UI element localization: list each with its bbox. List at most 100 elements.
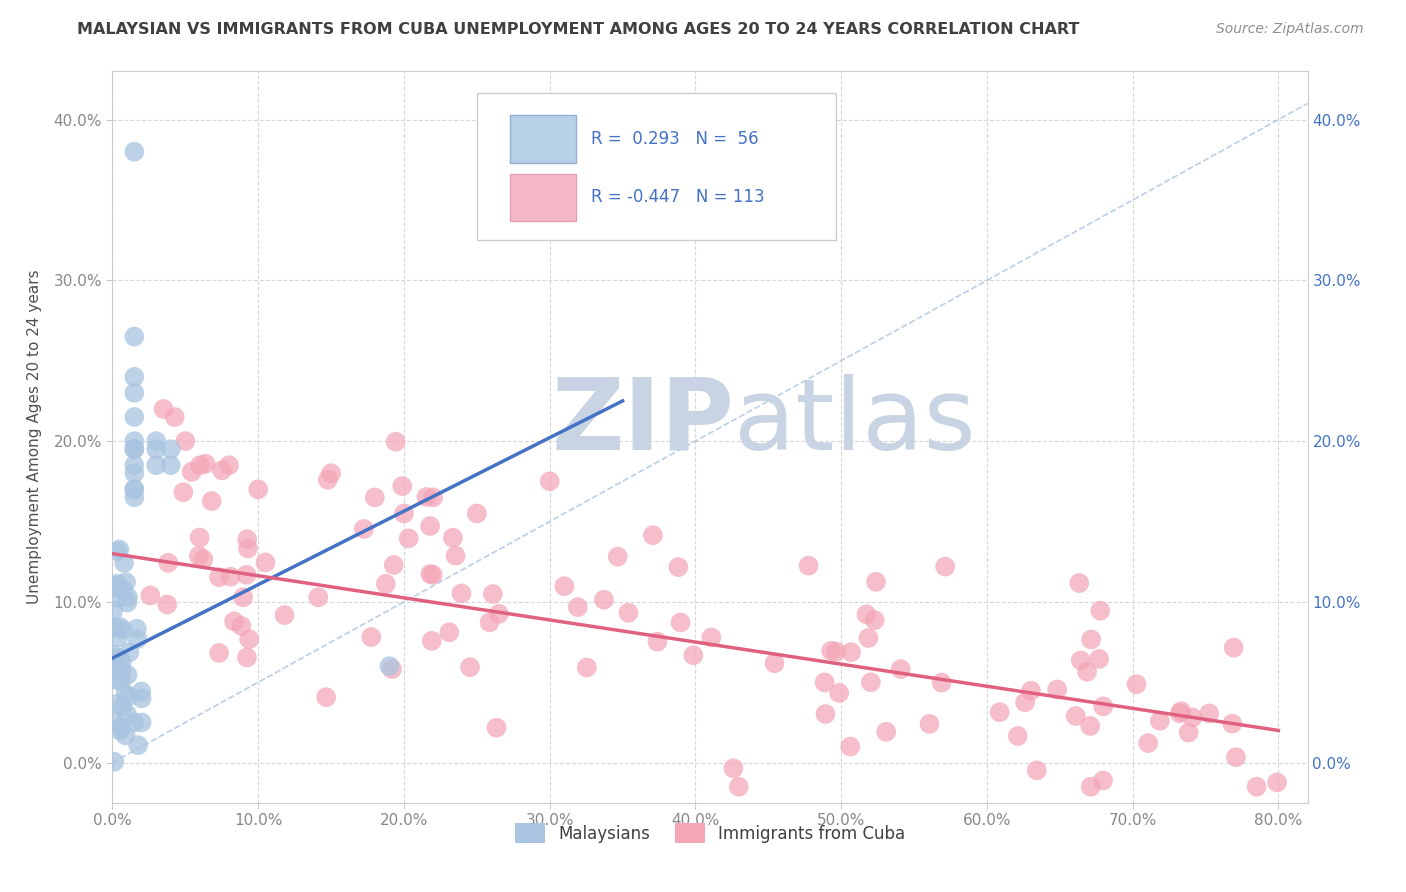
Point: [111, 655, 134, 669]
Point: [1170, 704, 1192, 718]
Point: [124, 385, 146, 400]
Text: ZIP: ZIP: [551, 374, 734, 471]
Point: [441, 531, 464, 545]
Point: [1090, 604, 1112, 618]
Point: [235, 567, 257, 582]
Point: [124, 715, 146, 730]
Point: [1246, 780, 1268, 794]
Point: [422, 491, 444, 505]
Point: [208, 646, 231, 660]
Point: [236, 650, 259, 665]
Point: [107, 591, 129, 605]
Point: [839, 645, 862, 659]
Text: R = -0.447   N = 113: R = -0.447 N = 113: [591, 188, 763, 206]
Point: [458, 660, 481, 674]
Point: [723, 761, 745, 775]
Point: [208, 570, 231, 584]
Point: [727, 780, 749, 794]
Point: [828, 686, 851, 700]
Point: [222, 615, 245, 629]
Point: [194, 457, 217, 471]
Point: [124, 442, 146, 457]
Point: [108, 620, 131, 634]
Point: [763, 657, 786, 671]
Point: [124, 483, 146, 497]
Point: [117, 591, 139, 605]
Text: Source: ZipAtlas.com: Source: ZipAtlas.com: [1216, 22, 1364, 37]
Point: [669, 615, 692, 630]
Point: [103, 714, 125, 729]
Point: [111, 663, 134, 677]
Point: [117, 596, 139, 610]
Point: [1198, 706, 1220, 721]
Text: atlas: atlas: [734, 374, 976, 471]
Point: [1137, 736, 1160, 750]
Point: [159, 458, 181, 473]
Point: [485, 721, 508, 735]
Point: [145, 434, 167, 449]
Point: [1046, 682, 1069, 697]
FancyBboxPatch shape: [477, 94, 835, 240]
Point: [666, 560, 689, 574]
Point: [124, 442, 146, 457]
Point: [865, 574, 887, 589]
Point: [875, 724, 897, 739]
Point: [103, 673, 125, 687]
Point: [316, 473, 339, 487]
Point: [855, 607, 877, 622]
Point: [1092, 699, 1115, 714]
Point: [124, 434, 146, 449]
Point: [231, 619, 253, 633]
Point: [364, 491, 387, 505]
Point: [482, 587, 505, 601]
Point: [115, 575, 138, 590]
Point: [117, 668, 139, 682]
Point: [105, 578, 128, 592]
FancyBboxPatch shape: [510, 174, 576, 221]
Point: [124, 145, 146, 159]
Point: [1125, 677, 1147, 691]
Point: [103, 621, 125, 635]
Point: [1220, 716, 1243, 731]
Point: [112, 583, 135, 598]
Text: R =  0.293   N =  56: R = 0.293 N = 56: [591, 129, 758, 148]
Point: [114, 729, 136, 743]
Point: [392, 507, 415, 521]
Point: [125, 622, 148, 636]
Point: [1007, 729, 1029, 743]
Point: [1064, 709, 1087, 723]
Point: [934, 559, 956, 574]
Point: [124, 483, 146, 497]
Point: [700, 631, 723, 645]
Point: [105, 580, 128, 594]
Point: [567, 600, 589, 615]
Point: [415, 490, 437, 504]
Point: [422, 567, 444, 582]
Point: [813, 675, 835, 690]
Point: [152, 401, 174, 416]
Point: [617, 606, 640, 620]
Point: [931, 675, 953, 690]
Point: [107, 544, 129, 558]
Point: [236, 533, 259, 547]
Point: [180, 465, 202, 479]
Point: [218, 458, 240, 473]
Point: [863, 613, 886, 627]
Point: [236, 541, 259, 556]
Point: [131, 715, 153, 730]
Point: [1092, 773, 1115, 788]
Point: [1076, 665, 1098, 679]
Point: [110, 720, 132, 734]
Point: [118, 645, 141, 659]
Point: [839, 739, 862, 754]
Point: [115, 707, 138, 722]
Point: [918, 717, 941, 731]
Point: [163, 410, 186, 425]
Point: [1080, 780, 1102, 794]
Point: [273, 608, 295, 623]
Point: [647, 634, 669, 648]
Point: [1177, 725, 1199, 739]
Point: [420, 633, 443, 648]
Point: [1149, 714, 1171, 728]
Point: [254, 556, 277, 570]
